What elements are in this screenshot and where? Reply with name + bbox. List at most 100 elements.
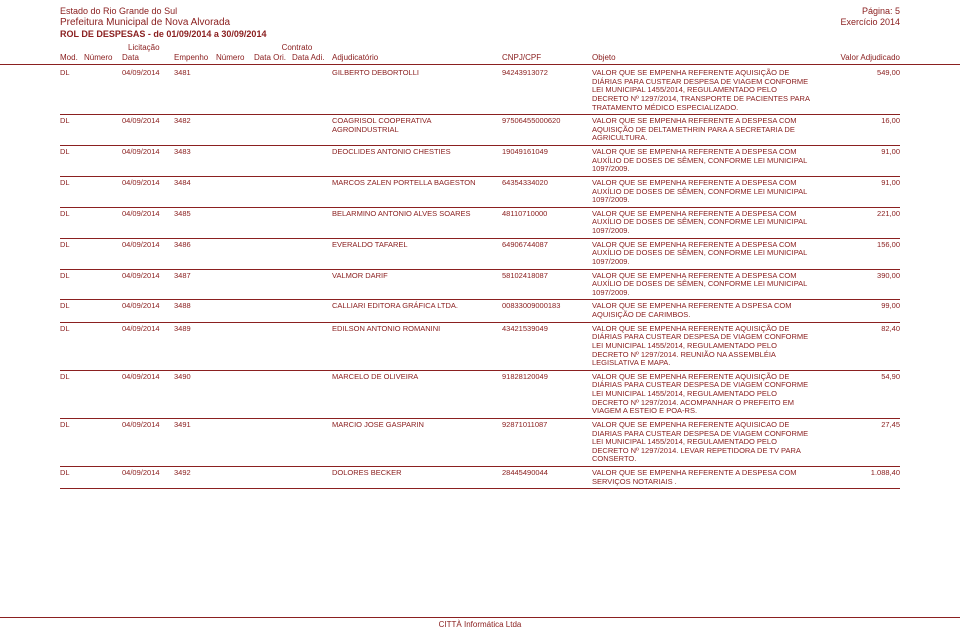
cell-obj: VALOR QUE SE EMPENHA REFERENTE AQUISIÇÃO…: [592, 373, 820, 416]
cell-adj: MARCELO DE OLIVEIRA: [332, 373, 502, 416]
header-right: Página: 5 Exercício 2014: [840, 6, 900, 39]
cell-val: 91,00: [820, 148, 900, 174]
cell-dataadi: [292, 241, 332, 267]
table-row: DL04/09/20143486EVERALDO TAFAREL64906744…: [60, 239, 900, 270]
table-row: DL04/09/20143488CALLIARI EDITORA GRÁFICA…: [60, 300, 900, 322]
cell-dataori: [254, 272, 292, 298]
contrato-label: Contrato: [282, 43, 313, 52]
cell-empenho: 3491: [174, 421, 216, 464]
cell-num1: [84, 302, 122, 319]
cell-data: 04/09/2014: [122, 325, 174, 368]
cell-cnpj: 58102418087: [502, 272, 592, 298]
rows-container: DL04/09/20143481GILBERTO DEBORTOLLI94243…: [0, 65, 960, 489]
column-headers: Mod. Número Data Empenho Número Data Ori…: [0, 52, 960, 65]
cell-data: 04/09/2014: [122, 148, 174, 174]
cell-data: 04/09/2014: [122, 117, 174, 143]
pagina-label: Página: 5: [840, 6, 900, 16]
cell-empenho: 3481: [174, 69, 216, 112]
cell-empenho: 3489: [174, 325, 216, 368]
cell-data: 04/09/2014: [122, 69, 174, 112]
cell-num1: [84, 272, 122, 298]
cell-obj: VALOR QUE SE EMPENHA REFERENTE A DESPESA…: [592, 179, 820, 205]
cell-num2: [216, 69, 254, 112]
cell-dataadi: [292, 179, 332, 205]
cell-cnpj: 97506455000620: [502, 117, 592, 143]
cell-adj: EDILSON ANTONIO ROMANINI: [332, 325, 502, 368]
cell-adj: EVERALDO TAFAREL: [332, 241, 502, 267]
cell-dataori: [254, 179, 292, 205]
cell-obj: VALOR QUE SE EMPENHA REFERENTE A DESPESA…: [592, 272, 820, 298]
cell-obj: VALOR QUE SE EMPENHA REFERENTE A DSPESA …: [592, 302, 820, 319]
cell-num2: [216, 325, 254, 368]
cell-dataadi: [292, 210, 332, 236]
cell-num2: [216, 421, 254, 464]
cell-val: 16,00: [820, 117, 900, 143]
cell-dataadi: [292, 421, 332, 464]
cell-obj: VALOR QUE SE EMPENHA REFERENTE A DESPESA…: [592, 241, 820, 267]
cell-num2: [216, 179, 254, 205]
cell-val: 99,00: [820, 302, 900, 319]
cell-empenho: 3492: [174, 469, 216, 486]
cell-data: 04/09/2014: [122, 373, 174, 416]
table-row: DL04/09/20143487VALMOR DARIF58102418087V…: [60, 270, 900, 301]
cell-dataori: [254, 302, 292, 319]
cell-mod: DL: [60, 210, 84, 236]
cell-num2: [216, 117, 254, 143]
cell-cnpj: 91828120049: [502, 373, 592, 416]
col-adj: Adjudicatório: [332, 53, 502, 62]
cell-cnpj: 64906744087: [502, 241, 592, 267]
cell-dataadi: [292, 272, 332, 298]
cell-mod: DL: [60, 241, 84, 267]
cell-adj: MARCOS ZALEN PORTELLA BAGESTON: [332, 179, 502, 205]
col-dataori: Data Ori.: [254, 53, 292, 62]
table-row: DL 04/09/20143489 EDILSON ANTONIO ROMANINI…: [60, 323, 900, 371]
cell-obj: VALOR QUE SE EMPENHA REFERENTE AQUISIÇÃO…: [592, 325, 820, 368]
cell-obj: VALOR QUE SE EMPENHA REFERENTE A DESPESA…: [592, 148, 820, 174]
cell-dataadi: [292, 117, 332, 143]
cell-data: 04/09/2014: [122, 302, 174, 319]
cell-empenho: 3490: [174, 373, 216, 416]
cell-dataadi: [292, 302, 332, 319]
cell-val: 390,00: [820, 272, 900, 298]
cell-dataori: [254, 373, 292, 416]
cell-num2: [216, 272, 254, 298]
cell-dataori: [254, 69, 292, 112]
cell-dataori: [254, 469, 292, 486]
cell-data: 04/09/2014: [122, 272, 174, 298]
cell-empenho: 3483: [174, 148, 216, 174]
table-row: DL04/09/20143485BELARMINO ANTONIO ALVES …: [60, 208, 900, 239]
prefeitura-label: Prefeitura Municipal de Nova Alvorada: [60, 17, 266, 28]
cell-adj: DOLORES BECKER: [332, 469, 502, 486]
cell-mod: DL: [60, 325, 84, 368]
cell-adj: MARCIO JOSE GASPARIN: [332, 421, 502, 464]
cell-num1: [84, 373, 122, 416]
cell-dataadi: [292, 469, 332, 486]
cell-cnpj: 92871011087: [502, 421, 592, 464]
cell-empenho: 3486: [174, 241, 216, 267]
col-numero1: Número: [84, 53, 122, 62]
cell-mod: DL: [60, 373, 84, 416]
cell-val: 221,00: [820, 210, 900, 236]
cell-num1: [84, 241, 122, 267]
cell-mod: DL: [60, 117, 84, 143]
cell-dataori: [254, 210, 292, 236]
cell-adj: COAGRISOL COOPERATIVA AGROINDUSTRIAL: [332, 117, 502, 143]
cell-mod: DL: [60, 69, 84, 112]
cell-mod: DL: [60, 469, 84, 486]
cell-adj: GILBERTO DEBORTOLLI: [332, 69, 502, 112]
cell-dataadi: [292, 148, 332, 174]
licitacao-label: Licitação: [128, 43, 160, 52]
cell-val: 1.088,40: [820, 469, 900, 486]
col-mod: Mod.: [60, 53, 84, 62]
cell-num1: [84, 421, 122, 464]
cell-num2: [216, 302, 254, 319]
col-empenho: Empenho: [174, 53, 216, 62]
cell-val: 54,90: [820, 373, 900, 416]
table-row: DL04/09/20143492DOLORES BECKER2844549004…: [60, 467, 900, 489]
cell-mod: DL: [60, 421, 84, 464]
cell-num1: [84, 469, 122, 486]
cell-empenho: 3484: [174, 179, 216, 205]
col-numero2: Número: [216, 53, 254, 62]
cell-mod: DL: [60, 179, 84, 205]
col-data1: Data: [122, 53, 174, 62]
